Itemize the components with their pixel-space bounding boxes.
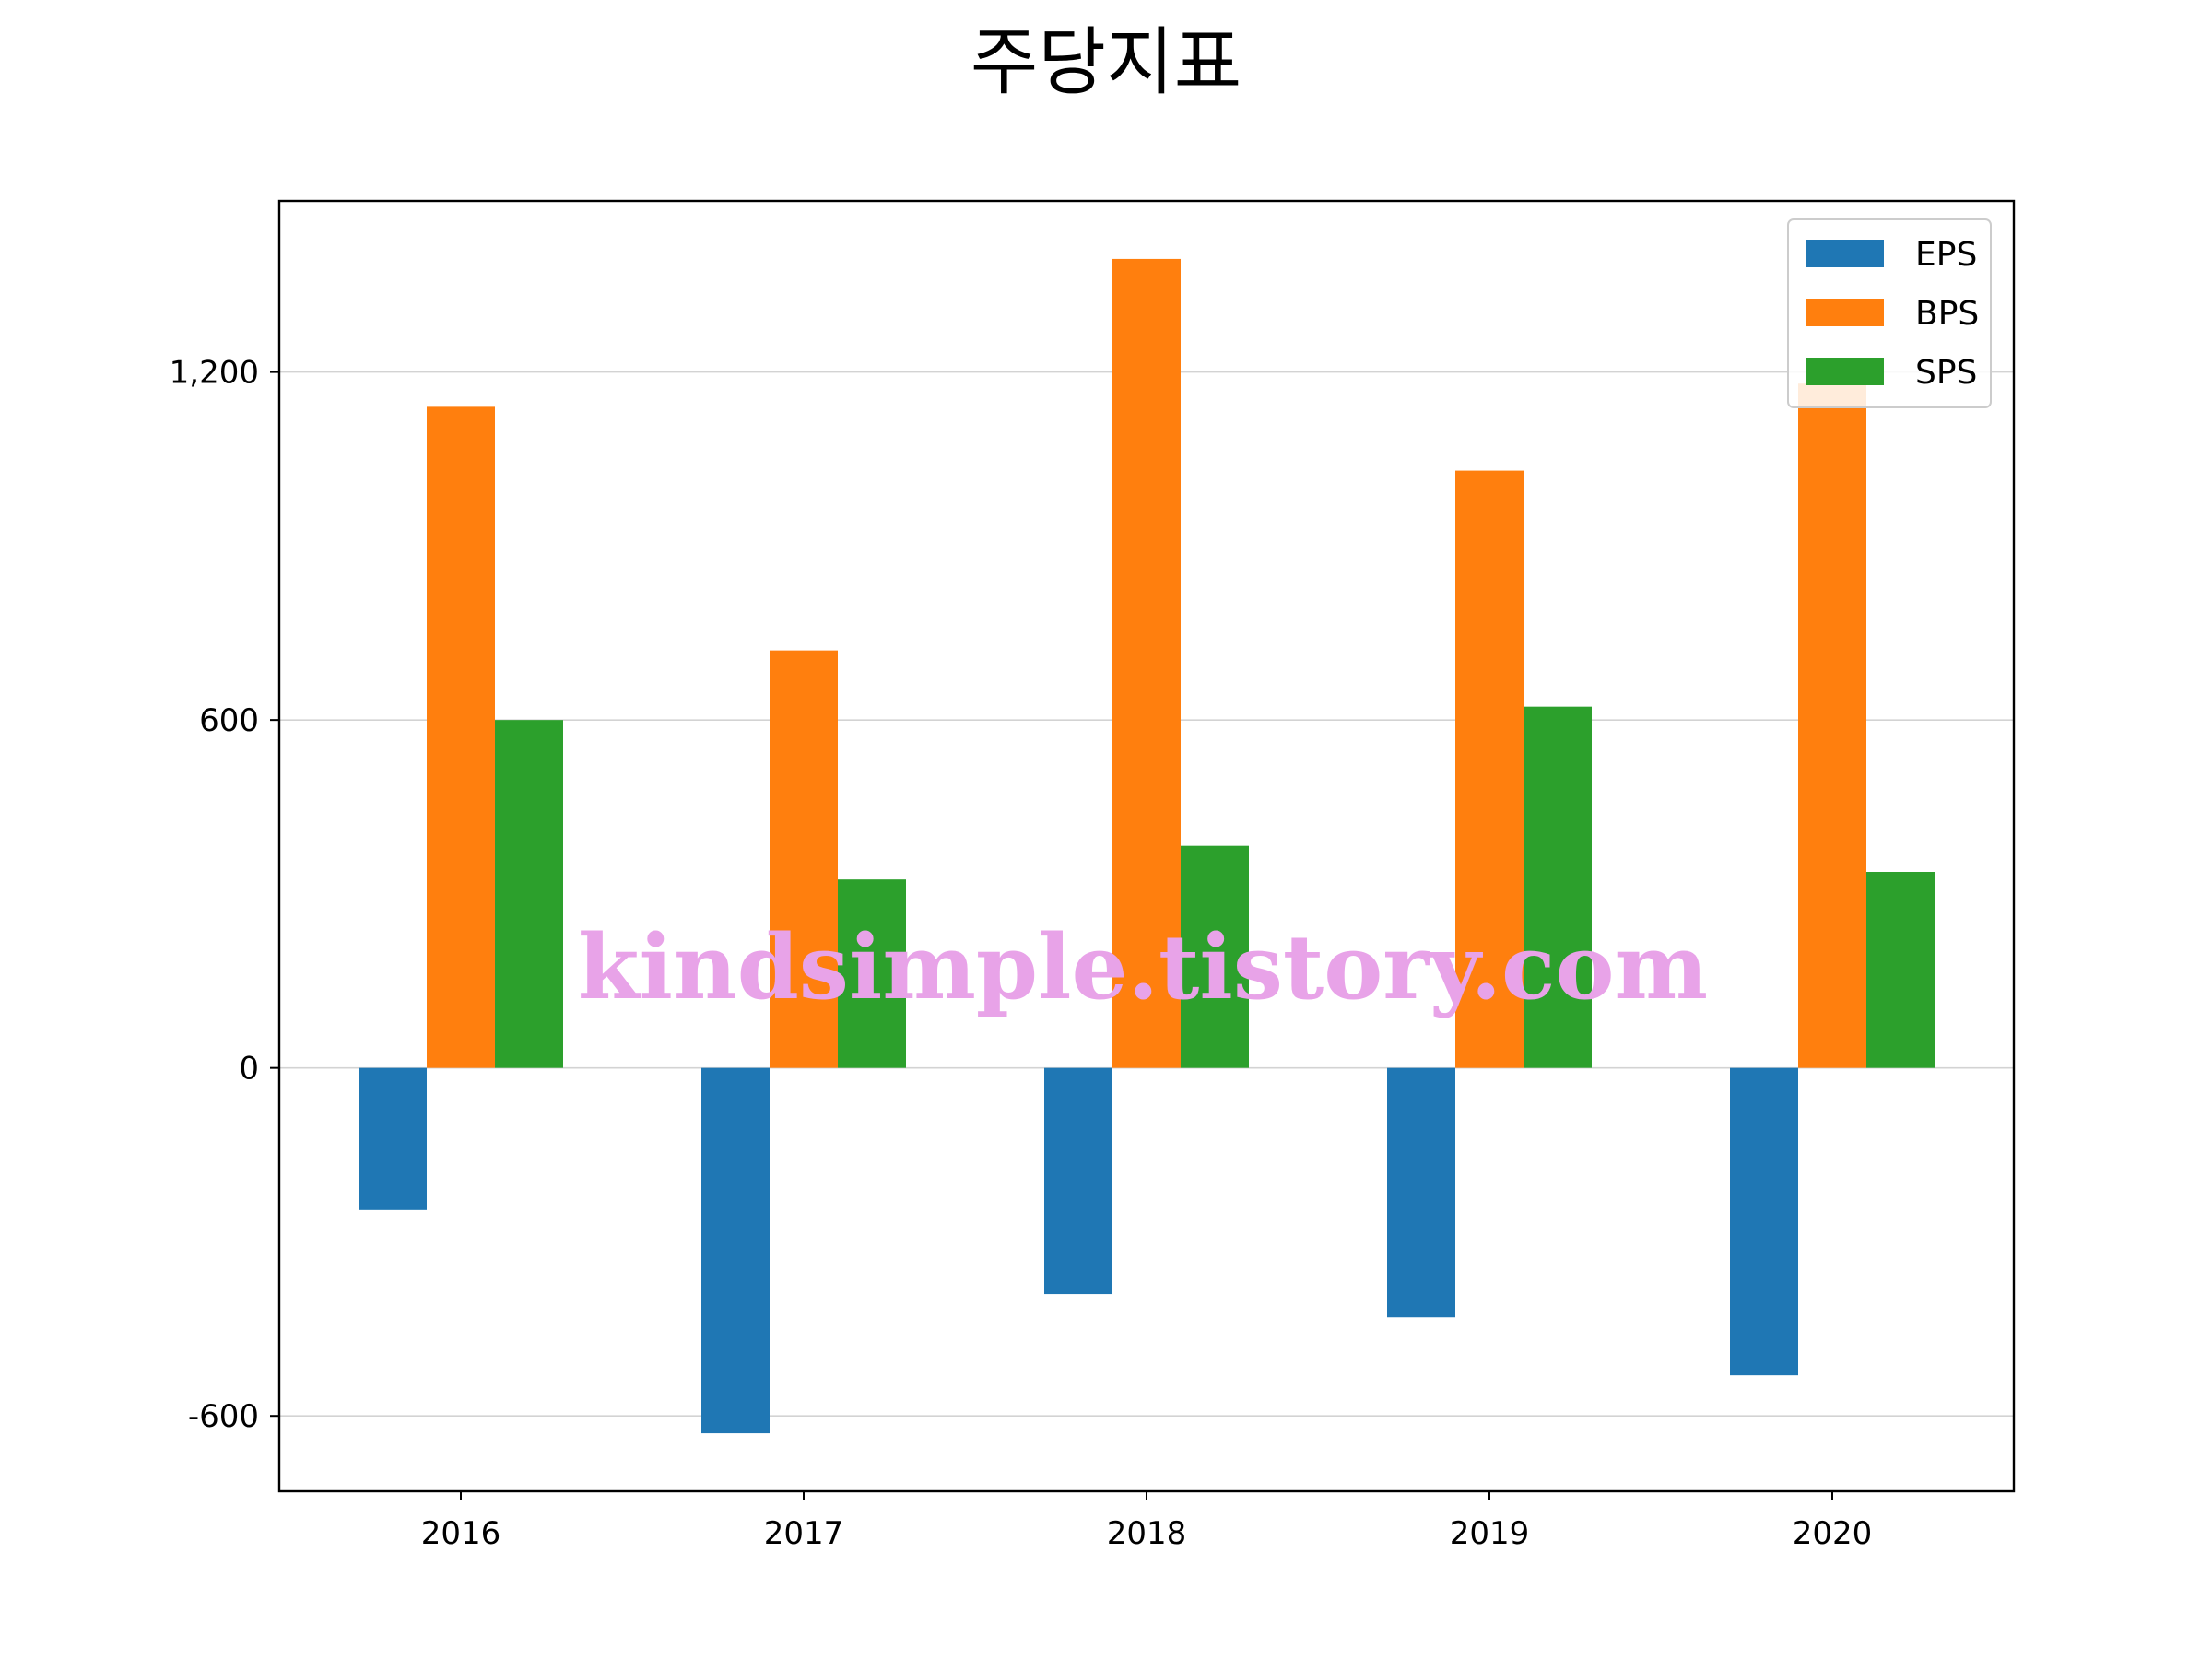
bar-sps-2020 xyxy=(1866,872,1935,1068)
x-axis-ticks: 2016 2017 2018 2019 2020 xyxy=(421,1491,1873,1552)
bar-eps-2019 xyxy=(1387,1067,1455,1318)
chart-title: 주당지표 xyxy=(971,19,1241,105)
bar-bps-2017 xyxy=(770,650,838,1068)
bar-bps-2018 xyxy=(1112,258,1181,1068)
y-axis-ticks: -600 0 600 1,200 xyxy=(170,355,279,1435)
bars xyxy=(359,258,1935,1434)
legend-swatch-eps xyxy=(1806,240,1884,267)
y-tick-label: 600 xyxy=(199,702,259,739)
x-tick-label: 2020 xyxy=(1793,1515,1873,1552)
bar-sps-2017 xyxy=(838,879,906,1068)
x-tick-label: 2017 xyxy=(764,1515,844,1552)
legend: EPS BPS SPS xyxy=(1787,218,1992,408)
legend-label-bps: BPS xyxy=(1915,295,1979,333)
bar-eps-2018 xyxy=(1044,1067,1112,1295)
bar-bps-2020 xyxy=(1798,383,1866,1068)
x-tick-label: 2016 xyxy=(421,1515,501,1552)
bar-sps-2016 xyxy=(495,720,563,1068)
y-tick-label: -600 xyxy=(188,1398,259,1435)
bar-bps-2016 xyxy=(427,406,495,1068)
legend-label-eps: EPS xyxy=(1915,236,1977,274)
y-tick-label: 0 xyxy=(239,1051,259,1088)
x-tick-label: 2018 xyxy=(1107,1515,1187,1552)
legend-swatch-bps xyxy=(1806,299,1884,326)
bar-bps-2019 xyxy=(1455,470,1524,1068)
bar-eps-2017 xyxy=(701,1067,770,1434)
watermark-text: kindsimple.tistory.com xyxy=(578,915,1708,1019)
bar-eps-2016 xyxy=(359,1067,427,1210)
x-tick-label: 2019 xyxy=(1450,1515,1530,1552)
y-tick-label: 1,200 xyxy=(170,355,259,392)
bar-sps-2019 xyxy=(1524,706,1592,1068)
legend-swatch-sps xyxy=(1806,358,1884,385)
legend-label-sps: SPS xyxy=(1915,354,1977,392)
bar-eps-2020 xyxy=(1730,1067,1798,1376)
bar-sps-2018 xyxy=(1181,845,1249,1068)
